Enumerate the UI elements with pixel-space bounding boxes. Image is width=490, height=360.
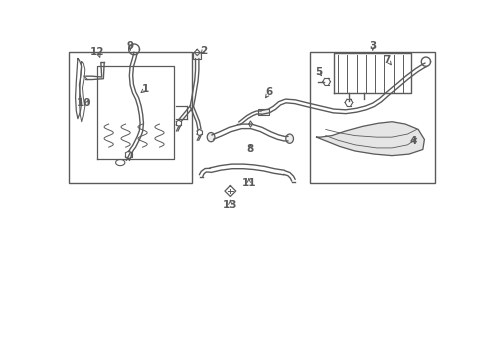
- Bar: [311, 53, 435, 183]
- Text: 7: 7: [384, 55, 391, 65]
- Polygon shape: [317, 122, 424, 156]
- Text: 11: 11: [242, 178, 256, 188]
- Text: 4: 4: [409, 136, 416, 146]
- Text: 12: 12: [90, 48, 104, 58]
- Bar: [194, 53, 201, 59]
- Ellipse shape: [116, 159, 125, 166]
- Bar: [258, 109, 269, 115]
- Bar: [69, 53, 192, 183]
- Text: 3: 3: [369, 41, 376, 51]
- Text: 1: 1: [142, 84, 149, 94]
- Text: 9: 9: [127, 41, 134, 51]
- Ellipse shape: [207, 132, 215, 142]
- Text: 6: 6: [265, 87, 272, 98]
- Ellipse shape: [286, 134, 294, 143]
- Text: 8: 8: [247, 144, 254, 154]
- Text: 13: 13: [223, 200, 238, 210]
- Text: 2: 2: [200, 46, 207, 56]
- Text: 5: 5: [315, 67, 322, 77]
- Text: 10: 10: [77, 98, 91, 108]
